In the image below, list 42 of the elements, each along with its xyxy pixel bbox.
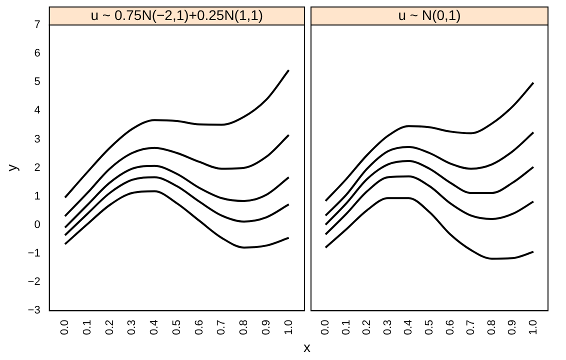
x-tick-label: 0.8: [238, 320, 250, 336]
x-tick-label: 0.1: [340, 320, 352, 336]
y-tick-label: 1: [34, 190, 40, 202]
x-tick-label: 1.0: [282, 320, 295, 336]
y-tick-label: 2: [34, 162, 40, 174]
x-axis-title: x: [302, 338, 312, 356]
chart-title: u ~ N(0,1): [398, 6, 461, 23]
x-tick-label: 0.7: [216, 320, 228, 336]
x-tick-label: 0.9: [506, 320, 519, 336]
x-tick-label: 0.6: [193, 320, 206, 336]
line-series: [64, 164, 290, 229]
x-tick-label: 0.6: [444, 320, 456, 336]
y-tick-label: −2: [28, 276, 40, 288]
x-tick-label: 0.4: [148, 320, 161, 336]
x-tick-label: 0.1: [81, 320, 94, 336]
y-tick-label: 0: [34, 219, 40, 232]
chart-title: u ~ 0.75N(−2,1)+0.25N(1,1): [90, 6, 264, 23]
x-tick-label: 0.4: [402, 320, 415, 336]
line-series: [64, 134, 290, 218]
y-tick-label: 5: [34, 76, 40, 88]
x-tick-label: 0.5: [170, 320, 183, 336]
y-tick-label: 7: [34, 19, 40, 32]
y-tick-label: −3: [28, 304, 40, 317]
x-tick-label: 0.5: [424, 320, 436, 336]
x-tick-label: 0.9: [260, 320, 272, 336]
y-tick-label: 3: [34, 133, 40, 146]
x-tick-label: 0.2: [361, 320, 374, 336]
y-tick-label: 4: [34, 104, 40, 117]
x-tick-label: 0.8: [486, 320, 498, 336]
x-tick-label: 1.0: [527, 320, 540, 336]
line-series: [64, 190, 290, 249]
x-tick-label: 0.0: [59, 320, 72, 336]
x-tick-label: 0.0: [320, 320, 332, 336]
y-axis-title: y: [3, 164, 20, 172]
x-tick-label: 0.7: [465, 320, 478, 336]
y-tick-label: 6: [34, 48, 40, 60]
x-tick-label: 0.2: [104, 320, 116, 336]
line-series: [64, 69, 290, 199]
x-tick-label: 0.3: [126, 320, 138, 336]
line-series: [64, 176, 290, 236]
x-tick-label: 0.3: [382, 320, 394, 336]
y-tick-label: −1: [28, 248, 40, 260]
